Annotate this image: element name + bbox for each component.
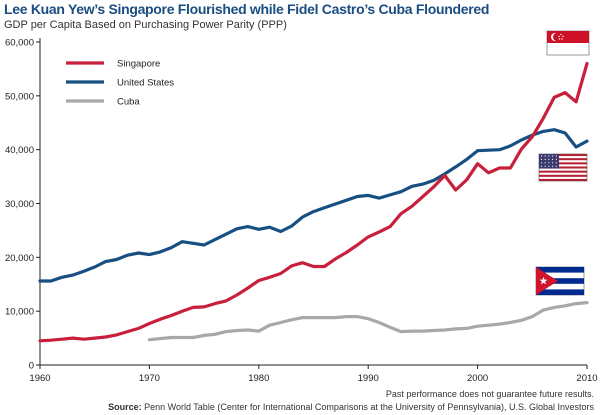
legend-label-singapore: Singapore xyxy=(117,59,160,70)
series-line-singapore xyxy=(38,61,589,343)
united-states-flag-stripe xyxy=(539,174,587,177)
cuba-flag-star xyxy=(539,276,548,285)
x-tick-label: 1990 xyxy=(358,373,379,384)
x-tick-label: 1980 xyxy=(248,373,269,384)
chart-title: Lee Kuan Yew’s Singapore Flourished whil… xyxy=(4,1,490,17)
y-tick-label: 30,000 xyxy=(5,199,34,210)
united-states-flag-stripe xyxy=(539,158,587,161)
united-states-flag-star xyxy=(552,165,554,167)
source-note: Source: Penn World Table (Center for Int… xyxy=(108,402,594,412)
y-tick-label: 10,000 xyxy=(5,307,34,318)
cuba-flag-stripe xyxy=(536,267,584,273)
united-states-flag-star xyxy=(540,162,543,164)
singapore-flag-star xyxy=(562,35,564,38)
singapore-flag-star xyxy=(558,35,560,38)
united-states-flag-star xyxy=(555,162,557,164)
united-states-flag-stripe xyxy=(539,154,587,157)
legend-label-united-states: United States xyxy=(117,78,174,89)
chart-subtitle: GDP per Capita Based on Purchasing Power… xyxy=(4,19,287,31)
united-states-flag-star xyxy=(544,155,546,157)
x-tick-label: 2000 xyxy=(467,373,488,384)
united-states-flag-star xyxy=(540,155,543,157)
x-tick-label: 1960 xyxy=(29,373,50,384)
disclaimer-note: Past performance does not guarantee futu… xyxy=(385,389,594,399)
singapore-flag-star xyxy=(558,38,561,40)
y-tick-label: 60,000 xyxy=(5,38,34,49)
united-states-flag-stripe xyxy=(539,170,587,173)
united-states-flag-star xyxy=(552,162,554,164)
united-states-flag-star xyxy=(548,158,550,160)
y-tick-label: 50,000 xyxy=(5,91,34,102)
united-states-flag-star xyxy=(555,165,557,167)
legend-label-cuba: Cuba xyxy=(117,97,140,108)
cuba-flag-stripe xyxy=(536,289,584,295)
source-label: Source: xyxy=(108,402,142,412)
series-line-united-states xyxy=(38,128,589,283)
united-states-flag-star xyxy=(548,165,550,167)
united-states-flag-star xyxy=(544,162,546,164)
y-tick-label: 40,000 xyxy=(5,145,34,156)
united-states-flag-star xyxy=(544,158,546,160)
singapore-flag-crescent-cut xyxy=(553,33,561,41)
cuba-flag-stripe xyxy=(536,278,584,284)
singapore-flag-star xyxy=(561,38,563,40)
united-states-flag-stripe xyxy=(539,178,587,181)
united-states-flag-canton xyxy=(539,154,559,169)
x-tick-label: 1970 xyxy=(139,373,160,384)
singapore-flag-star xyxy=(560,33,562,36)
united-states-flag-star xyxy=(548,162,550,164)
united-states-flag-star xyxy=(555,155,557,157)
united-states-flag-star xyxy=(548,155,550,157)
united-states-flag-star xyxy=(540,158,543,160)
united-states-flag-star xyxy=(544,165,546,167)
united-states-flag-star xyxy=(552,158,554,160)
united-states-flag-stripe xyxy=(539,162,587,165)
cuba-flag-triangle xyxy=(536,267,558,295)
x-tick-label: 2010 xyxy=(576,373,597,384)
united-states-flag-star xyxy=(555,158,557,160)
united-states-flag-star xyxy=(552,155,554,157)
source-text: Penn World Table (Center for Internation… xyxy=(144,402,594,412)
series-line-cuba xyxy=(147,301,589,342)
y-tick-label: 0 xyxy=(29,361,34,372)
united-states-flag-star xyxy=(540,165,543,167)
y-tick-label: 20,000 xyxy=(5,253,34,264)
united-states-flag-stripe xyxy=(539,166,587,169)
